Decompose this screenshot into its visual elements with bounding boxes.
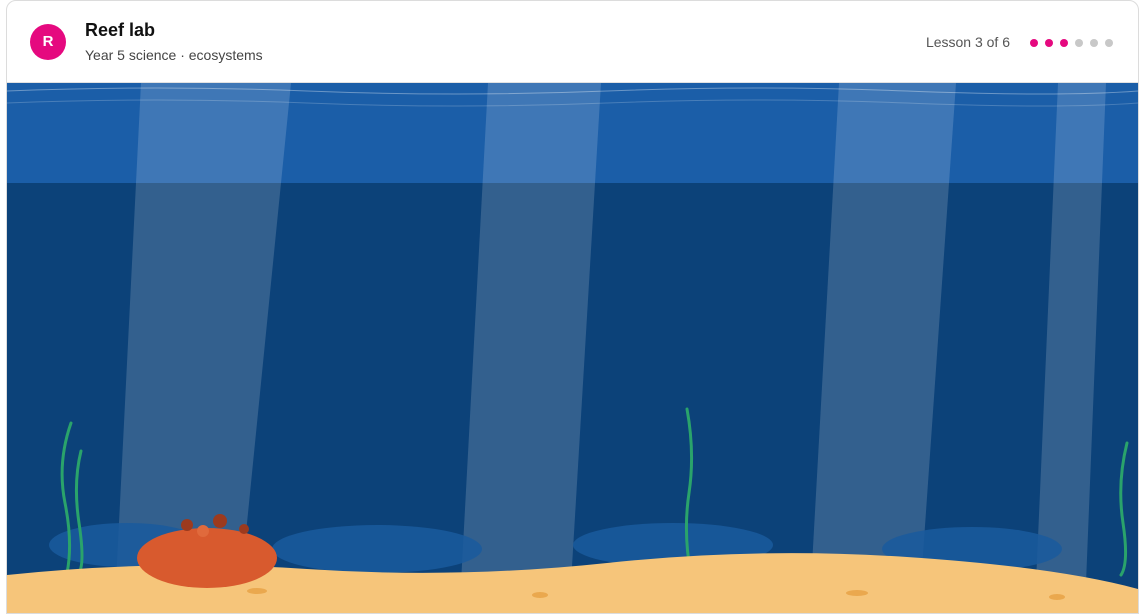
- seaweed-strand: [60, 421, 73, 575]
- pebble: [247, 588, 267, 594]
- progress-dots: [1030, 39, 1113, 47]
- coral-bump: [239, 524, 249, 534]
- seaweed-strand: [74, 449, 84, 575]
- coral: [137, 514, 277, 588]
- coral-bump: [213, 514, 227, 528]
- seaweed-strand: [684, 407, 694, 577]
- wave-line: [7, 99, 1138, 107]
- progress-dot: [1105, 39, 1113, 47]
- light-ray: [461, 83, 601, 583]
- rock: [272, 525, 482, 573]
- light-ray: [116, 83, 291, 583]
- coral-bump: [197, 525, 209, 537]
- seaweed-strand: [1119, 441, 1129, 577]
- lesson-card: R Reef lab Year 5 science · ecosystems L…: [6, 0, 1139, 614]
- progress-dot: [1075, 39, 1083, 47]
- ocean-scene: [7, 83, 1138, 613]
- pebble: [532, 592, 548, 598]
- pebble: [846, 590, 868, 596]
- pebbles: [247, 588, 1065, 600]
- progress-dot-done: [1045, 39, 1053, 47]
- pebble: [1049, 594, 1065, 600]
- wave-line: [7, 87, 1138, 95]
- progress-dot: [1090, 39, 1098, 47]
- lesson-label: Lesson 3 of 6: [925, 34, 1010, 50]
- header: R Reef lab Year 5 science · ecosystems L…: [7, 1, 1138, 83]
- seaweed: [60, 407, 1129, 577]
- subtitle: Year 5 science · ecosystems: [85, 47, 263, 63]
- avatar: R: [30, 24, 66, 60]
- coral-bump: [181, 519, 193, 531]
- sand: [7, 553, 1138, 613]
- light-ray: [1036, 83, 1106, 583]
- coral-body: [137, 528, 277, 588]
- title: Reef lab: [85, 20, 156, 40]
- progress-dot-done: [1030, 39, 1038, 47]
- surface-water: [7, 83, 1138, 183]
- light-rays: [116, 83, 1106, 583]
- progress-dot-done: [1060, 39, 1068, 47]
- light-ray: [811, 83, 956, 583]
